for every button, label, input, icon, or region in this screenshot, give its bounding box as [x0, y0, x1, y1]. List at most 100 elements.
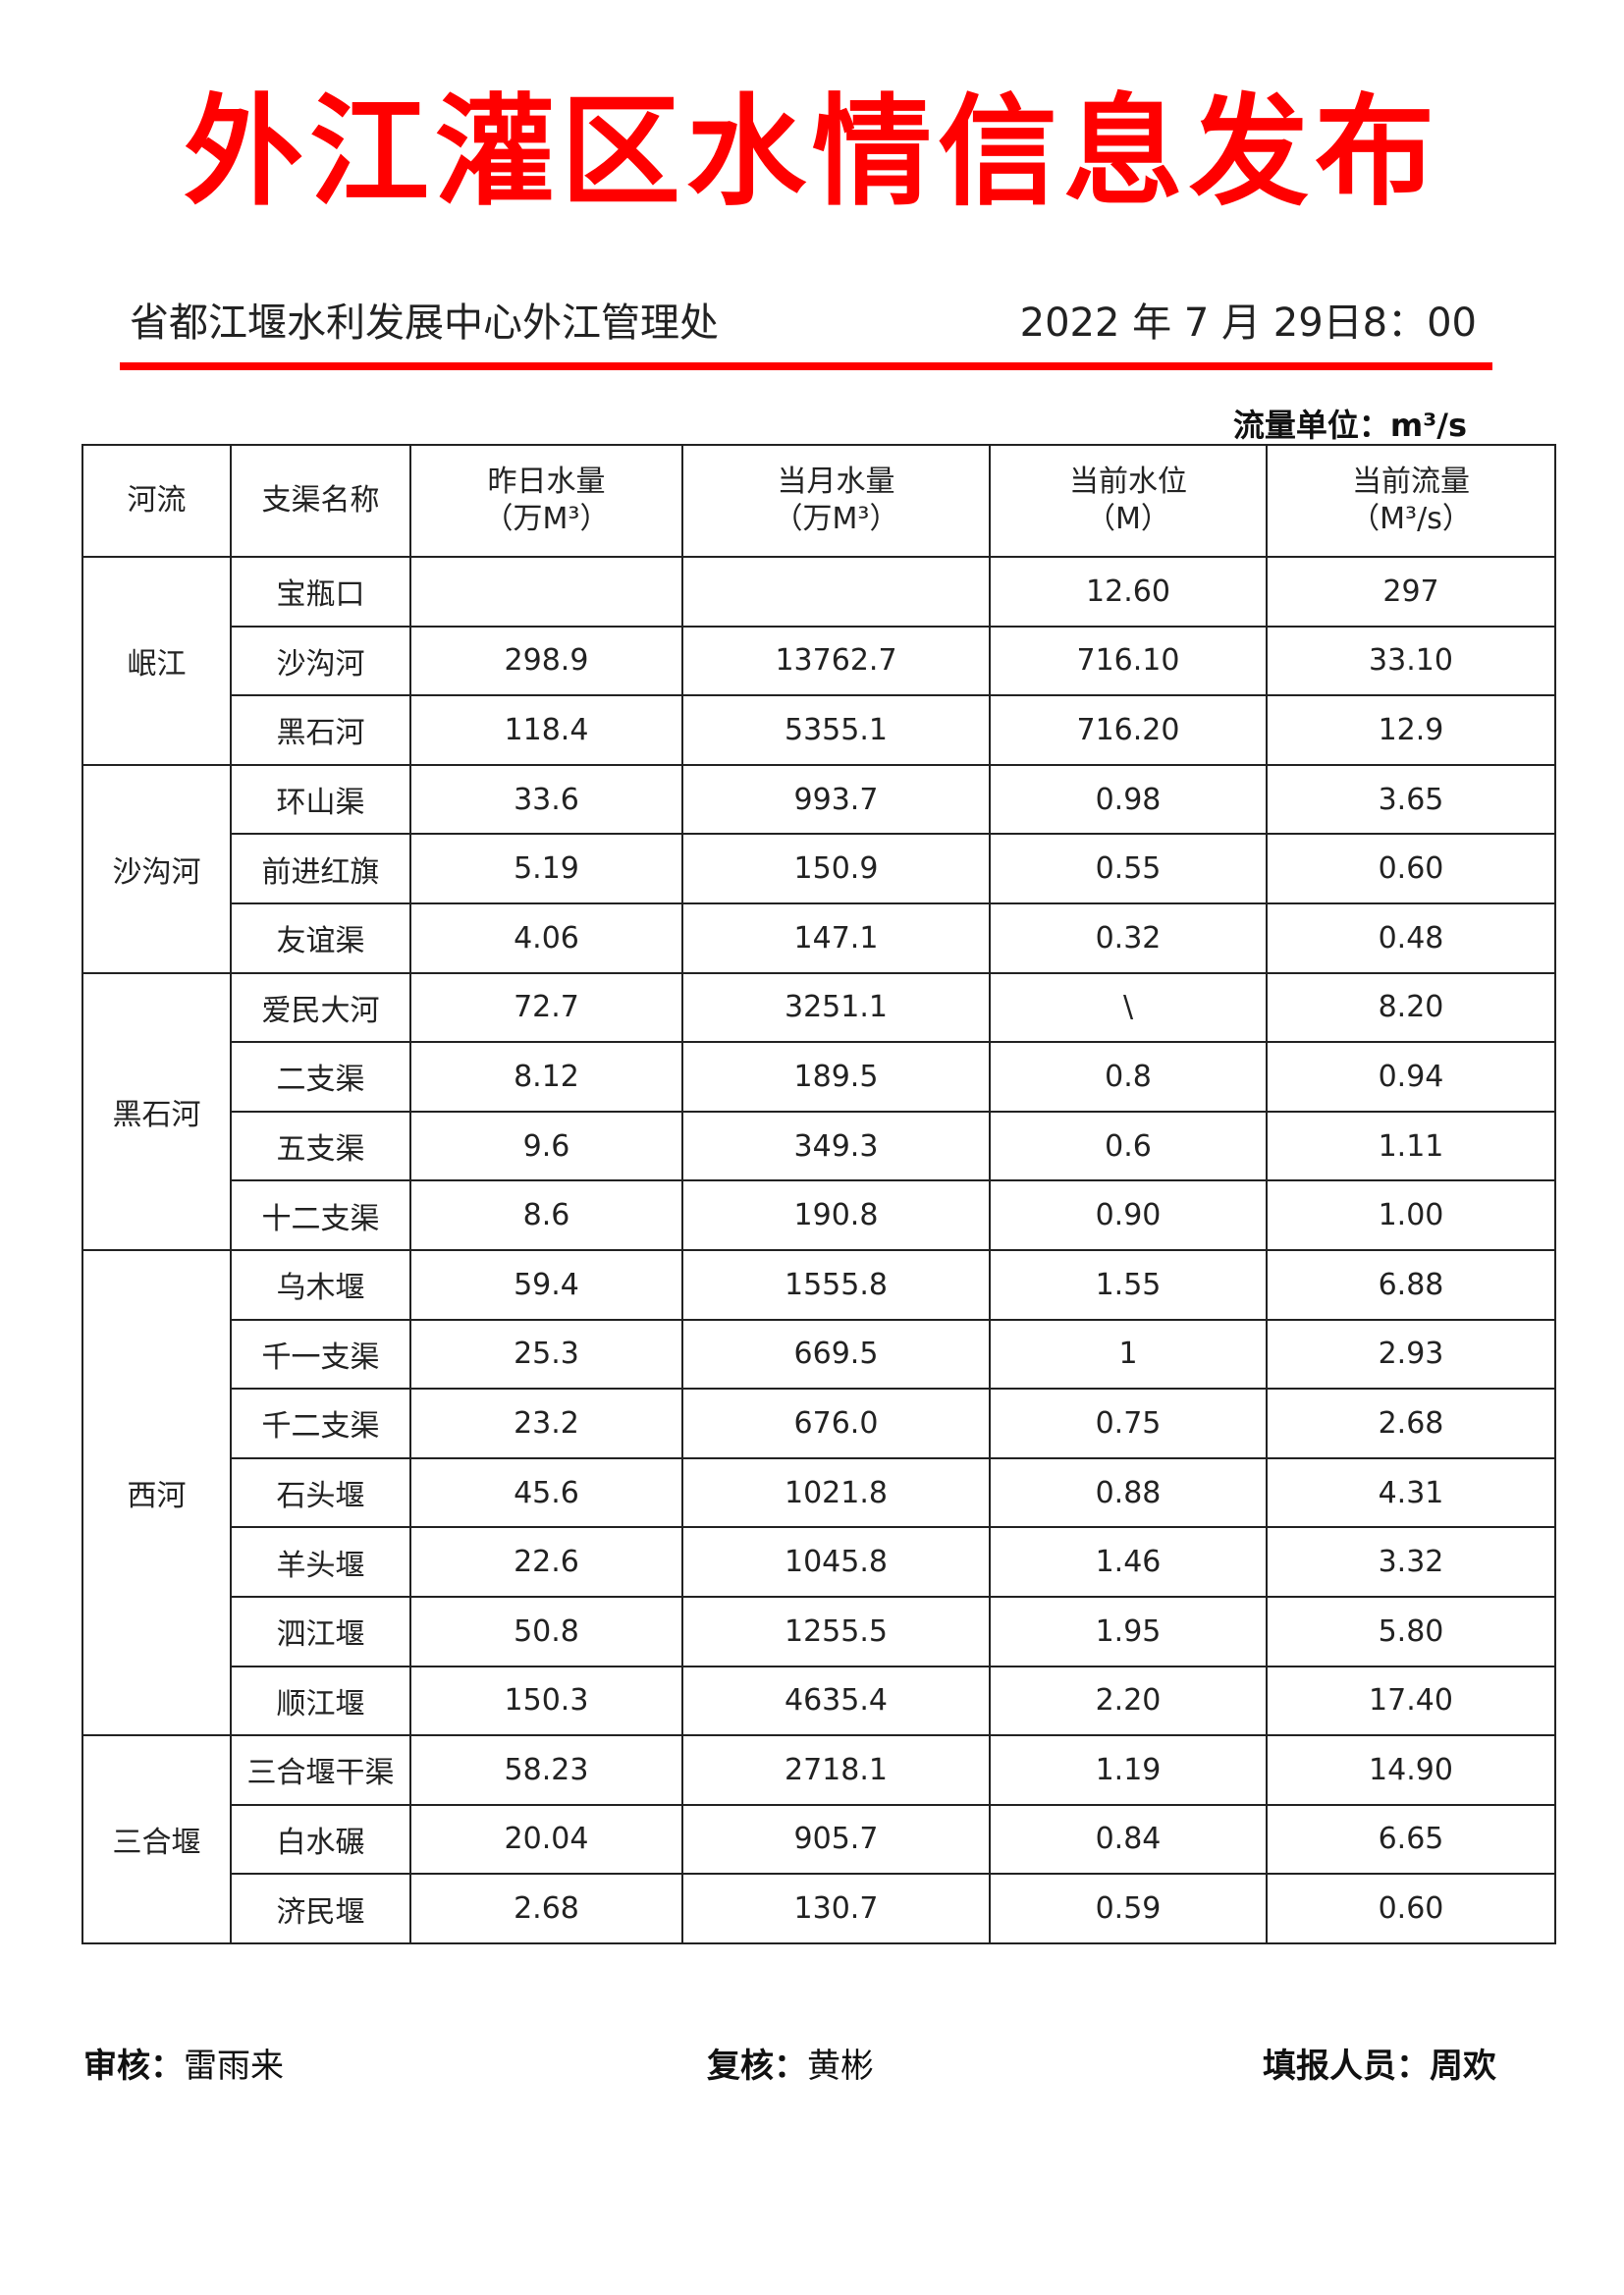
- header-yesterday-volume: 昨日水量 （万M³）: [409, 444, 683, 558]
- month-volume: 4635.4: [681, 1665, 991, 1737]
- channel-name: 十二支渠: [230, 1179, 411, 1251]
- reporter: 填报人员：周欢: [1263, 2039, 1496, 2087]
- flow: 5.80: [1266, 1595, 1556, 1667]
- channel-name: 乌木堰: [230, 1248, 411, 1321]
- header-text: 支渠名称: [261, 483, 380, 518]
- reviewer: 审核：雷雨来: [83, 2039, 284, 2087]
- red-divider: [120, 362, 1492, 370]
- header-unit: （M³/s）: [1350, 502, 1472, 536]
- month-volume: 669.5: [681, 1318, 991, 1391]
- month-volume: 1021.8: [681, 1456, 991, 1529]
- yesterday-volume: 72.7: [409, 971, 683, 1044]
- water-level: 716.20: [989, 694, 1268, 766]
- table-row: 十二支渠 8.6 190.8 0.90 1.00: [82, 1179, 1556, 1251]
- table-row: 沙沟河 环山渠 33.6 993.7 0.98 3.65: [81, 763, 1556, 974]
- table-row: 顺江堰 150.3 4635.4 2.20 17.40: [82, 1665, 1556, 1737]
- channel-name: 白水碾: [230, 1803, 411, 1876]
- flow: 0.60: [1266, 1873, 1556, 1944]
- month-volume: 349.3: [681, 1110, 991, 1182]
- header-text: 河流: [127, 483, 187, 518]
- flow: 8.20: [1266, 971, 1556, 1044]
- river-name: 岷江: [81, 556, 232, 766]
- water-level: 0.55: [989, 833, 1268, 904]
- table-row: 西河 乌木堰 59.4 1555.8 1.55 6.88: [81, 1248, 1556, 1737]
- table-row: 五支渠 9.6 349.3 0.6 1.11: [82, 1110, 1556, 1182]
- reporter-name: 周欢: [1430, 2047, 1496, 2086]
- month-volume: 147.1: [681, 902, 991, 974]
- yesterday-volume: 22.6: [409, 1526, 683, 1598]
- flow: 2.68: [1266, 1388, 1556, 1459]
- header-text: 当月水量: [777, 464, 895, 499]
- month-volume: 993.7: [681, 763, 991, 836]
- table-body: 岷江 宝瓶口 12.60 297 沙沟河 298.9 13762.7 716.10 33.10 黑…: [81, 556, 1556, 1944]
- table-row: 羊头堰 22.6 1045.8 1.46 3.32: [82, 1526, 1556, 1598]
- channel-name: 五支渠: [230, 1110, 411, 1182]
- channel-name: 济民堰: [230, 1873, 411, 1944]
- reporter-label: 填报人员：: [1263, 2047, 1430, 2086]
- yesterday-volume: [409, 556, 683, 628]
- table-row: 前进红旗 5.19 150.9 0.55 0.60: [82, 833, 1556, 904]
- channel-name: 石头堰: [230, 1456, 411, 1529]
- yesterday-volume: 4.06: [409, 902, 683, 974]
- table-row: 黑石河 爱民大河 72.7 3251.1 \ 8.20: [81, 971, 1556, 1251]
- table-row: 千一支渠 25.3 669.5 1 2.93: [82, 1318, 1556, 1391]
- channel-name: 羊头堰: [230, 1526, 411, 1598]
- month-volume: 676.0: [681, 1388, 991, 1459]
- water-level: \: [989, 971, 1268, 1044]
- water-level: 0.59: [989, 1873, 1268, 1944]
- rechecker-name: 黄彬: [807, 2047, 874, 2086]
- water-level: 1.55: [989, 1248, 1268, 1321]
- month-volume: 189.5: [681, 1041, 991, 1113]
- water-level: 0.98: [989, 763, 1268, 836]
- water-level: 1: [989, 1318, 1268, 1391]
- header-flow: 当前流量 （M³/s）: [1266, 444, 1556, 558]
- water-level: 2.20: [989, 1665, 1268, 1737]
- water-level: 1.46: [989, 1526, 1268, 1598]
- river-name: 西河: [81, 1248, 232, 1737]
- flow: 17.40: [1266, 1665, 1556, 1737]
- month-volume: 130.7: [681, 1873, 991, 1944]
- yesterday-volume: 25.3: [409, 1318, 683, 1391]
- flow: 1.00: [1266, 1179, 1556, 1251]
- channel-name: 沙沟河: [230, 625, 411, 697]
- water-level: 0.84: [989, 1803, 1268, 1876]
- month-volume: 190.8: [681, 1179, 991, 1251]
- month-volume: 1555.8: [681, 1248, 991, 1321]
- table-row: 三合堰 三合堰干渠 58.23 2718.1 1.19 14.90: [81, 1734, 1556, 1944]
- month-volume: 905.7: [681, 1803, 991, 1876]
- flow: 6.88: [1266, 1248, 1556, 1321]
- channel-name: 黑石河: [230, 694, 411, 766]
- month-volume: 2718.1: [681, 1734, 991, 1806]
- river-name: 三合堰: [81, 1734, 232, 1944]
- water-level: 0.6: [989, 1110, 1268, 1182]
- channel-name: 友谊渠: [230, 902, 411, 974]
- yesterday-volume: 50.8: [409, 1595, 683, 1667]
- yesterday-volume: 33.6: [409, 763, 683, 836]
- table-row: 岷江 宝瓶口 12.60 297: [81, 556, 1556, 766]
- table-row: 白水碾 20.04 905.7 0.84 6.65: [82, 1803, 1556, 1876]
- channel-name: 宝瓶口: [230, 556, 411, 628]
- month-volume: [681, 556, 991, 628]
- header-text: 当前流量: [1352, 464, 1470, 499]
- month-volume: 13762.7: [681, 625, 991, 697]
- header-month-volume: 当月水量 （万M³）: [681, 444, 991, 558]
- flow: 6.65: [1266, 1803, 1556, 1876]
- flow: 33.10: [1266, 625, 1556, 697]
- rechecker-label: 复核：: [707, 2047, 807, 2086]
- yesterday-volume: 9.6: [409, 1110, 683, 1182]
- water-level: 0.88: [989, 1456, 1268, 1529]
- header-text: 昨日水量: [487, 464, 606, 499]
- water-level: 0.90: [989, 1179, 1268, 1251]
- yesterday-volume: 59.4: [409, 1248, 683, 1321]
- flow: 2.93: [1266, 1318, 1556, 1391]
- month-volume: 1045.8: [681, 1526, 991, 1598]
- flow: 297: [1266, 556, 1556, 628]
- water-level: 0.8: [989, 1041, 1268, 1113]
- water-level: 1.95: [989, 1595, 1268, 1667]
- channel-name: 三合堰干渠: [230, 1734, 411, 1806]
- yesterday-volume: 8.12: [409, 1041, 683, 1113]
- water-level: 12.60: [989, 556, 1268, 628]
- rechecker: 复核：黄彬: [707, 2039, 874, 2087]
- flow: 14.90: [1266, 1734, 1556, 1806]
- reviewer-label: 审核：: [83, 2047, 184, 2086]
